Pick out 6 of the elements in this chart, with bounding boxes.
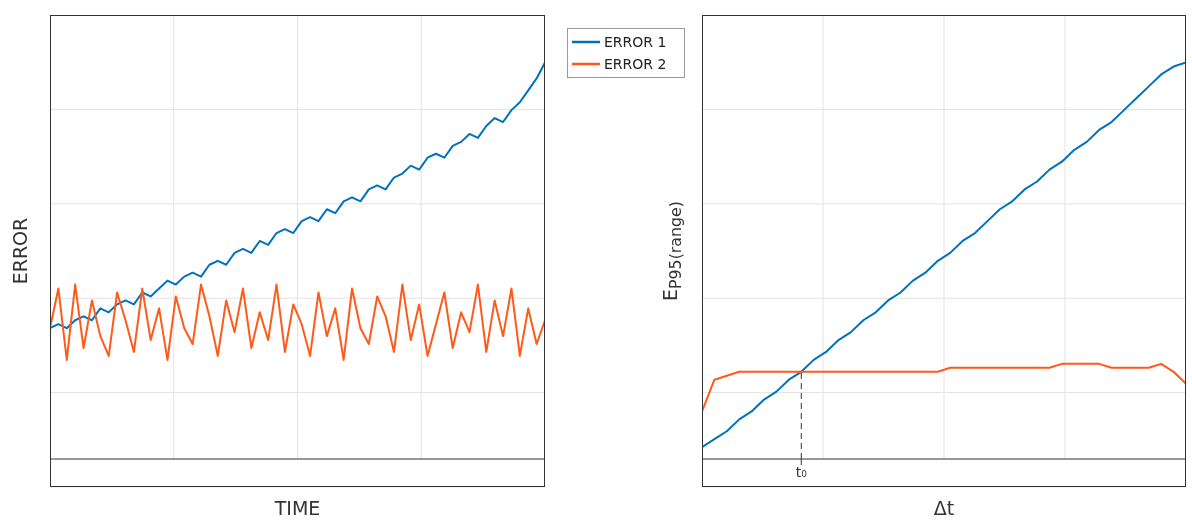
x-axis-title: TIME	[273, 497, 322, 519]
y-axis-title: ERROR	[9, 217, 31, 285]
text: t₀	[795, 463, 808, 480]
legend-label: ERROR 2	[604, 56, 667, 72]
legend-label: ERROR 1	[604, 34, 667, 50]
x-axis-title: Δt	[932, 497, 956, 519]
